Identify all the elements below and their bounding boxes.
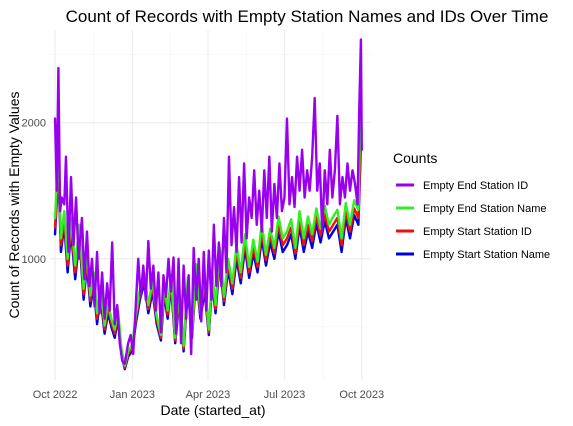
x-tick-label: Jul 2023 [264, 389, 306, 401]
x-tick-label: Oct 2022 [33, 389, 78, 401]
series-lines [53, 38, 363, 371]
x-axis-ticks: Oct 2022 Jan 2023 Apr 2023 Jul 2023 Oct 2023 [33, 389, 384, 401]
y-axis-ticks: 1000 2000 [22, 118, 46, 266]
legend-title: Counts [393, 150, 437, 166]
legend-label: Empty End Station Name [423, 203, 547, 215]
x-axis-title: Date (started_at) [160, 402, 265, 418]
y-tick-label: 1000 [22, 254, 46, 266]
x-tick-label: Apr 2023 [186, 389, 231, 401]
y-axis-title: Count of Records with Empty Values [6, 92, 22, 319]
y-tick-label: 2000 [22, 118, 46, 130]
x-tick-label: Jan 2023 [110, 389, 155, 401]
legend-label: Empty Start Station Name [423, 249, 550, 261]
x-tick-label: Oct 2023 [339, 389, 384, 401]
legend-label: Empty Start Station ID [423, 226, 532, 238]
series-line-empty-end-station-id [53, 38, 363, 365]
chart-title: Count of Records with Empty Station Name… [66, 7, 549, 26]
legend: Counts Empty End Station ID Empty End Sta… [393, 150, 550, 261]
legend-label: Empty End Station ID [423, 180, 528, 192]
